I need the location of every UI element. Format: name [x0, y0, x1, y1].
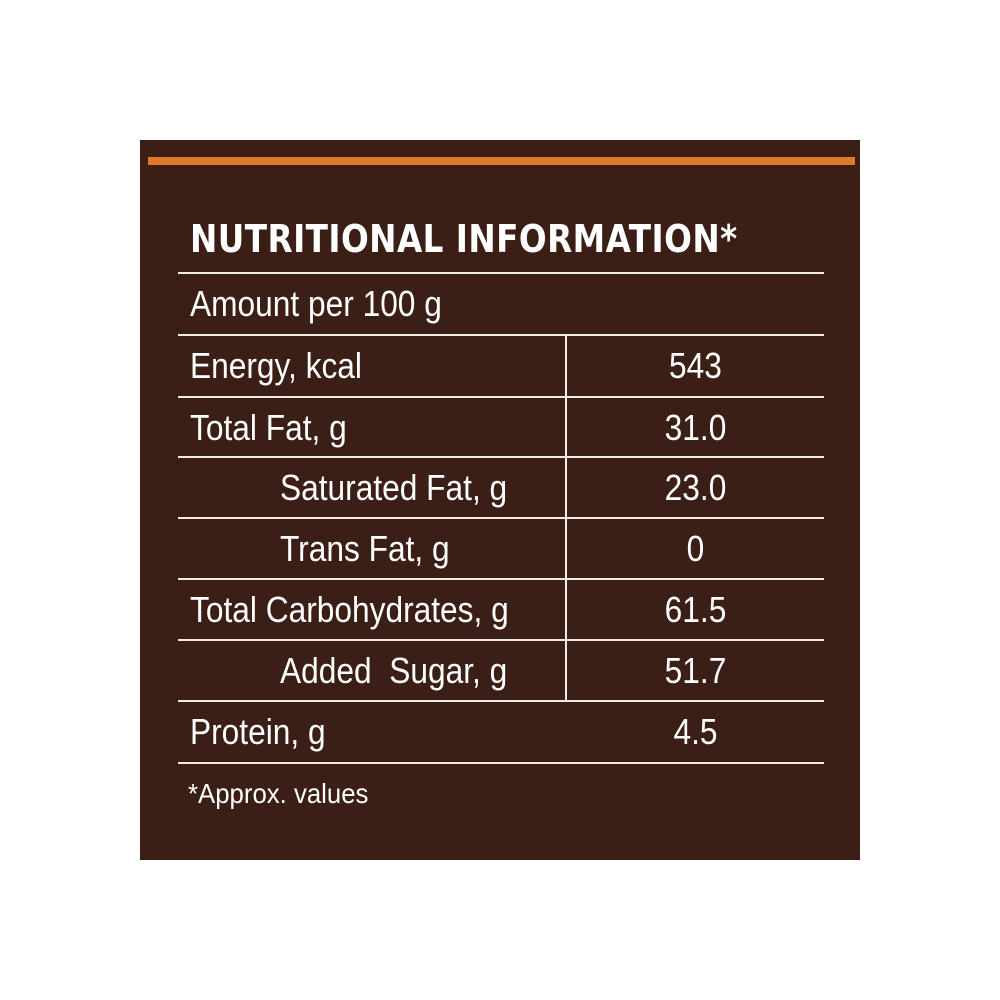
nutrient-value-saturated-fat: 23.0: [664, 467, 727, 508]
accent-bar: [148, 157, 855, 165]
table-row-divider: [178, 700, 824, 702]
nutrition-panel: NUTRITIONAL INFORMATION* Amount per 100 …: [140, 140, 860, 860]
nutrient-value-total-carbohydrates: 61.5: [664, 589, 727, 630]
title-rule: [178, 272, 824, 274]
table-row-divider: [178, 334, 824, 336]
serving-size: Amount per 100 g: [190, 283, 442, 324]
nutrient-label-energy: Energy, kcal: [190, 345, 362, 386]
nutrient-value-protein: 4.5: [673, 711, 718, 752]
nutrient-value-total-fat: 31.0: [664, 407, 727, 448]
column-divider: [565, 336, 567, 702]
nutrient-label-saturated-fat: Saturated Fat, g: [280, 467, 508, 508]
table-row-divider: [178, 456, 824, 458]
nutrient-label-added-sugar: Added Sugar, g: [280, 650, 508, 691]
nutrient-label-total-fat: Total Fat, g: [190, 407, 347, 448]
footnote: *Approx. values: [188, 778, 369, 809]
nutrient-value-energy: 543: [669, 345, 722, 386]
table-bottom-rule: [178, 762, 824, 764]
nutrient-value-added-sugar: 51.7: [664, 650, 727, 691]
nutrient-value-trans-fat: 0: [686, 528, 705, 569]
table-row-divider: [178, 578, 824, 580]
nutrient-label-trans-fat: Trans Fat, g: [280, 528, 450, 569]
table-row-divider: [178, 639, 824, 641]
nutrition-title: NUTRITIONAL INFORMATION*: [190, 217, 738, 261]
nutrient-label-total-carbohydrates: Total Carbohydrates, g: [190, 589, 509, 630]
nutrient-label-protein: Protein, g: [190, 711, 326, 752]
table-row-divider: [178, 517, 824, 519]
table-row-divider: [178, 396, 824, 398]
